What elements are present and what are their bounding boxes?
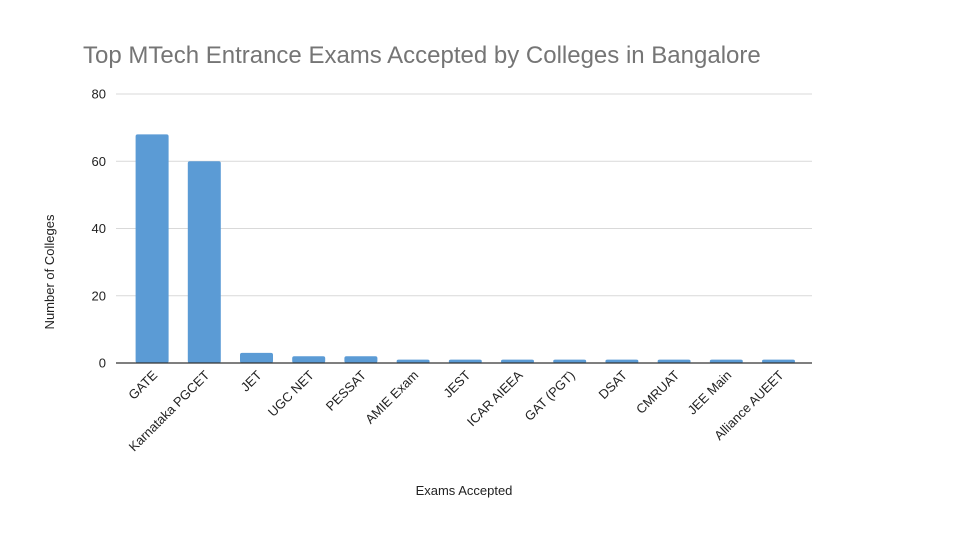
y-tick-label: 20 (92, 288, 106, 303)
bar (553, 359, 587, 363)
gridlines (116, 93, 812, 297)
x-tick-label: UGC NET (265, 367, 317, 419)
bar (135, 134, 169, 363)
x-tick-label: ICAR AIEEA (464, 367, 526, 429)
y-tick-label: 0 (99, 356, 106, 371)
x-tick-label: GATE (125, 367, 160, 402)
x-axis-label: Exams Accepted (416, 483, 513, 498)
bar (709, 359, 743, 363)
bar (344, 356, 378, 363)
bar (396, 359, 430, 363)
bar (292, 356, 326, 363)
bar (448, 359, 482, 363)
bar (240, 352, 273, 363)
x-tick-label: GAT (PGT) (522, 368, 578, 424)
x-tick-label: AMIE Exam (362, 368, 421, 427)
y-tick-label: 40 (92, 221, 106, 236)
x-tick-label: PESSAT (323, 367, 369, 413)
x-tick-label: CMRUAT (633, 367, 682, 416)
x-tick-label: DSAT (596, 367, 630, 401)
bar (657, 359, 691, 363)
y-axis-ticks: 0 20 40 60 80 (92, 87, 106, 371)
x-tick-label: JEE Main (684, 368, 734, 418)
x-tick-label: JEST (440, 367, 473, 400)
bar (501, 359, 534, 363)
y-tick-label: 80 (92, 87, 106, 102)
y-tick-label: 60 (92, 154, 106, 169)
bar (605, 359, 639, 363)
bar (187, 161, 221, 363)
chart-title: Top MTech Entrance Exams Accepted by Col… (83, 42, 761, 69)
bars (135, 134, 795, 363)
bar (762, 359, 795, 363)
x-tick-label: JET (238, 367, 265, 394)
y-axis-label: Number of Colleges (42, 214, 57, 329)
